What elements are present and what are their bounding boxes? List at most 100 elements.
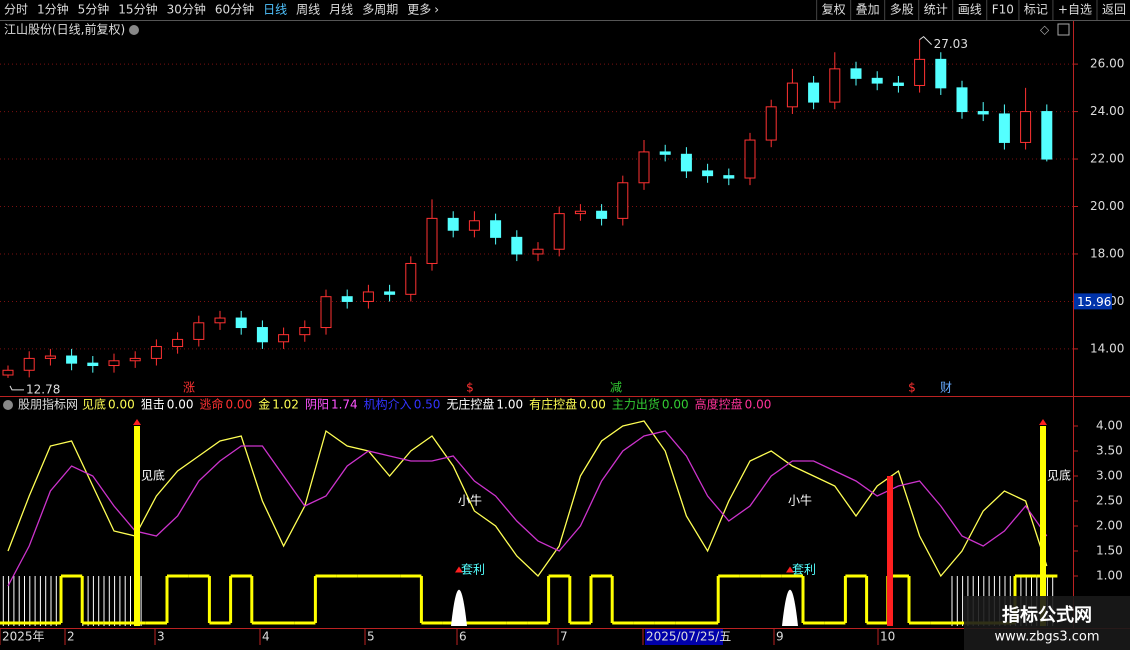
y-tick-label: 2.50	[1096, 494, 1123, 508]
candle-body	[299, 327, 311, 336]
candle-body	[829, 68, 841, 103]
candle-body	[66, 355, 78, 364]
period-tab[interactable]: 30分钟	[167, 2, 206, 17]
readout-name: 阴阳	[305, 398, 329, 412]
toolbar-button[interactable]: F10	[992, 3, 1014, 17]
period-tab[interactable]: 多周期	[362, 3, 398, 17]
current-price-label: 15.96	[1077, 295, 1111, 309]
candle-body	[808, 82, 820, 103]
candle-body	[871, 77, 883, 84]
min-label: 12.78	[26, 382, 60, 396]
period-tab[interactable]: 日线	[263, 3, 287, 17]
candle-body	[384, 291, 396, 295]
signal-label: 套利	[461, 563, 485, 577]
x-tick-label: 3	[157, 630, 165, 644]
candle-body	[405, 262, 417, 295]
x-tick-label: 2	[67, 630, 75, 644]
min-pointer	[9, 385, 24, 391]
period-tab[interactable]: 更多	[407, 3, 431, 17]
candle-body	[108, 360, 120, 367]
max-pointer	[919, 36, 932, 46]
candle-body	[723, 175, 735, 179]
candle-body	[786, 82, 798, 108]
y-tick-label: 20.00	[1090, 199, 1124, 213]
readout-value: 1.74	[331, 398, 358, 412]
event-marker[interactable]: 减	[610, 381, 622, 395]
event-marker[interactable]: 财	[940, 381, 952, 395]
period-tab[interactable]: 月线	[329, 3, 353, 17]
candle-body	[702, 170, 714, 177]
more-chevron[interactable]: ›	[434, 3, 439, 17]
candle-body	[1020, 111, 1032, 143]
readout-value: 1.02	[272, 398, 299, 412]
candle-body	[680, 153, 692, 172]
event-marker[interactable]: 涨	[183, 380, 195, 395]
toolbar-button[interactable]: +自选	[1058, 3, 1092, 17]
y-tick-label: 2.00	[1096, 519, 1123, 533]
signal-spike	[782, 589, 798, 626]
signal-spike	[451, 589, 467, 626]
toolbar-button[interactable]: 返回	[1102, 3, 1126, 17]
toolbar-button[interactable]: 统计	[924, 3, 948, 17]
period-tab[interactable]: 1分钟	[37, 2, 69, 17]
candle-body	[765, 106, 777, 141]
annotation: 小牛	[458, 493, 482, 508]
date-box	[645, 629, 723, 645]
y-tick-label: 22.00	[1090, 152, 1124, 166]
candle-body	[193, 322, 205, 340]
readout-value: 0.00	[662, 398, 689, 412]
candle-body	[426, 217, 438, 264]
event-marker[interactable]: $	[908, 381, 916, 395]
title-icon[interactable]	[129, 25, 139, 35]
candle-body	[744, 139, 756, 179]
candle-body	[87, 362, 99, 367]
candle-body	[468, 220, 480, 231]
signal-bar	[887, 476, 893, 626]
candle-body	[150, 346, 162, 359]
candle-body	[892, 82, 904, 86]
window-icon[interactable]	[1057, 23, 1070, 36]
indicator-icon[interactable]	[3, 400, 13, 410]
candle-body	[553, 213, 565, 250]
candle-body	[278, 334, 290, 343]
chart-title: 江山股份(日线,前复权)	[4, 22, 125, 37]
x-tick-label: 6	[459, 630, 467, 644]
readout-value: 0.00	[225, 398, 252, 412]
candle-body	[320, 296, 332, 329]
toolbar-button[interactable]: 标记	[1024, 3, 1048, 17]
toolbar-button[interactable]: 画线	[958, 3, 982, 17]
signal-arrow	[786, 566, 794, 573]
x-tick-label: 10	[880, 630, 895, 644]
y-tick-label: 14.00	[1090, 341, 1124, 355]
signal-bar	[134, 426, 140, 626]
diamond-icon[interactable]: ◇	[1040, 23, 1050, 37]
indicator-line	[7, 420, 1048, 578]
period-tab[interactable]: 60分钟	[215, 2, 254, 17]
readout-name: 有庄控盘	[529, 397, 577, 412]
toolbar-button[interactable]: 多股	[890, 3, 914, 17]
period-tab[interactable]: 15分钟	[118, 2, 157, 17]
period-tab[interactable]: 周线	[296, 3, 320, 17]
candle-body	[447, 217, 459, 231]
signal-label: 见底	[1047, 468, 1071, 483]
readout-value: 0.00	[579, 398, 606, 412]
candle-body	[574, 210, 586, 215]
y-tick-label: 24.00	[1090, 104, 1124, 118]
toolbar-button[interactable]: 叠加	[856, 3, 880, 17]
readout-value: 0.50	[414, 398, 441, 412]
y-tick-label: 26.00	[1090, 57, 1124, 71]
readout-name: 狙击	[141, 398, 165, 412]
signal-arrow	[455, 566, 463, 573]
x-tick-label: 4	[262, 630, 270, 644]
readout-name: 高度控盘	[695, 397, 743, 412]
y-tick-label: 3.50	[1096, 444, 1123, 458]
y-tick-label: 18.00	[1090, 246, 1124, 260]
toolbar-button[interactable]: 复权	[822, 3, 846, 17]
event-marker[interactable]: $	[466, 381, 474, 395]
period-tab[interactable]: 分时	[4, 3, 28, 17]
readout-value: 1.00	[496, 398, 523, 412]
readout-name: 金	[258, 397, 270, 412]
period-tab[interactable]: 5分钟	[78, 2, 110, 17]
